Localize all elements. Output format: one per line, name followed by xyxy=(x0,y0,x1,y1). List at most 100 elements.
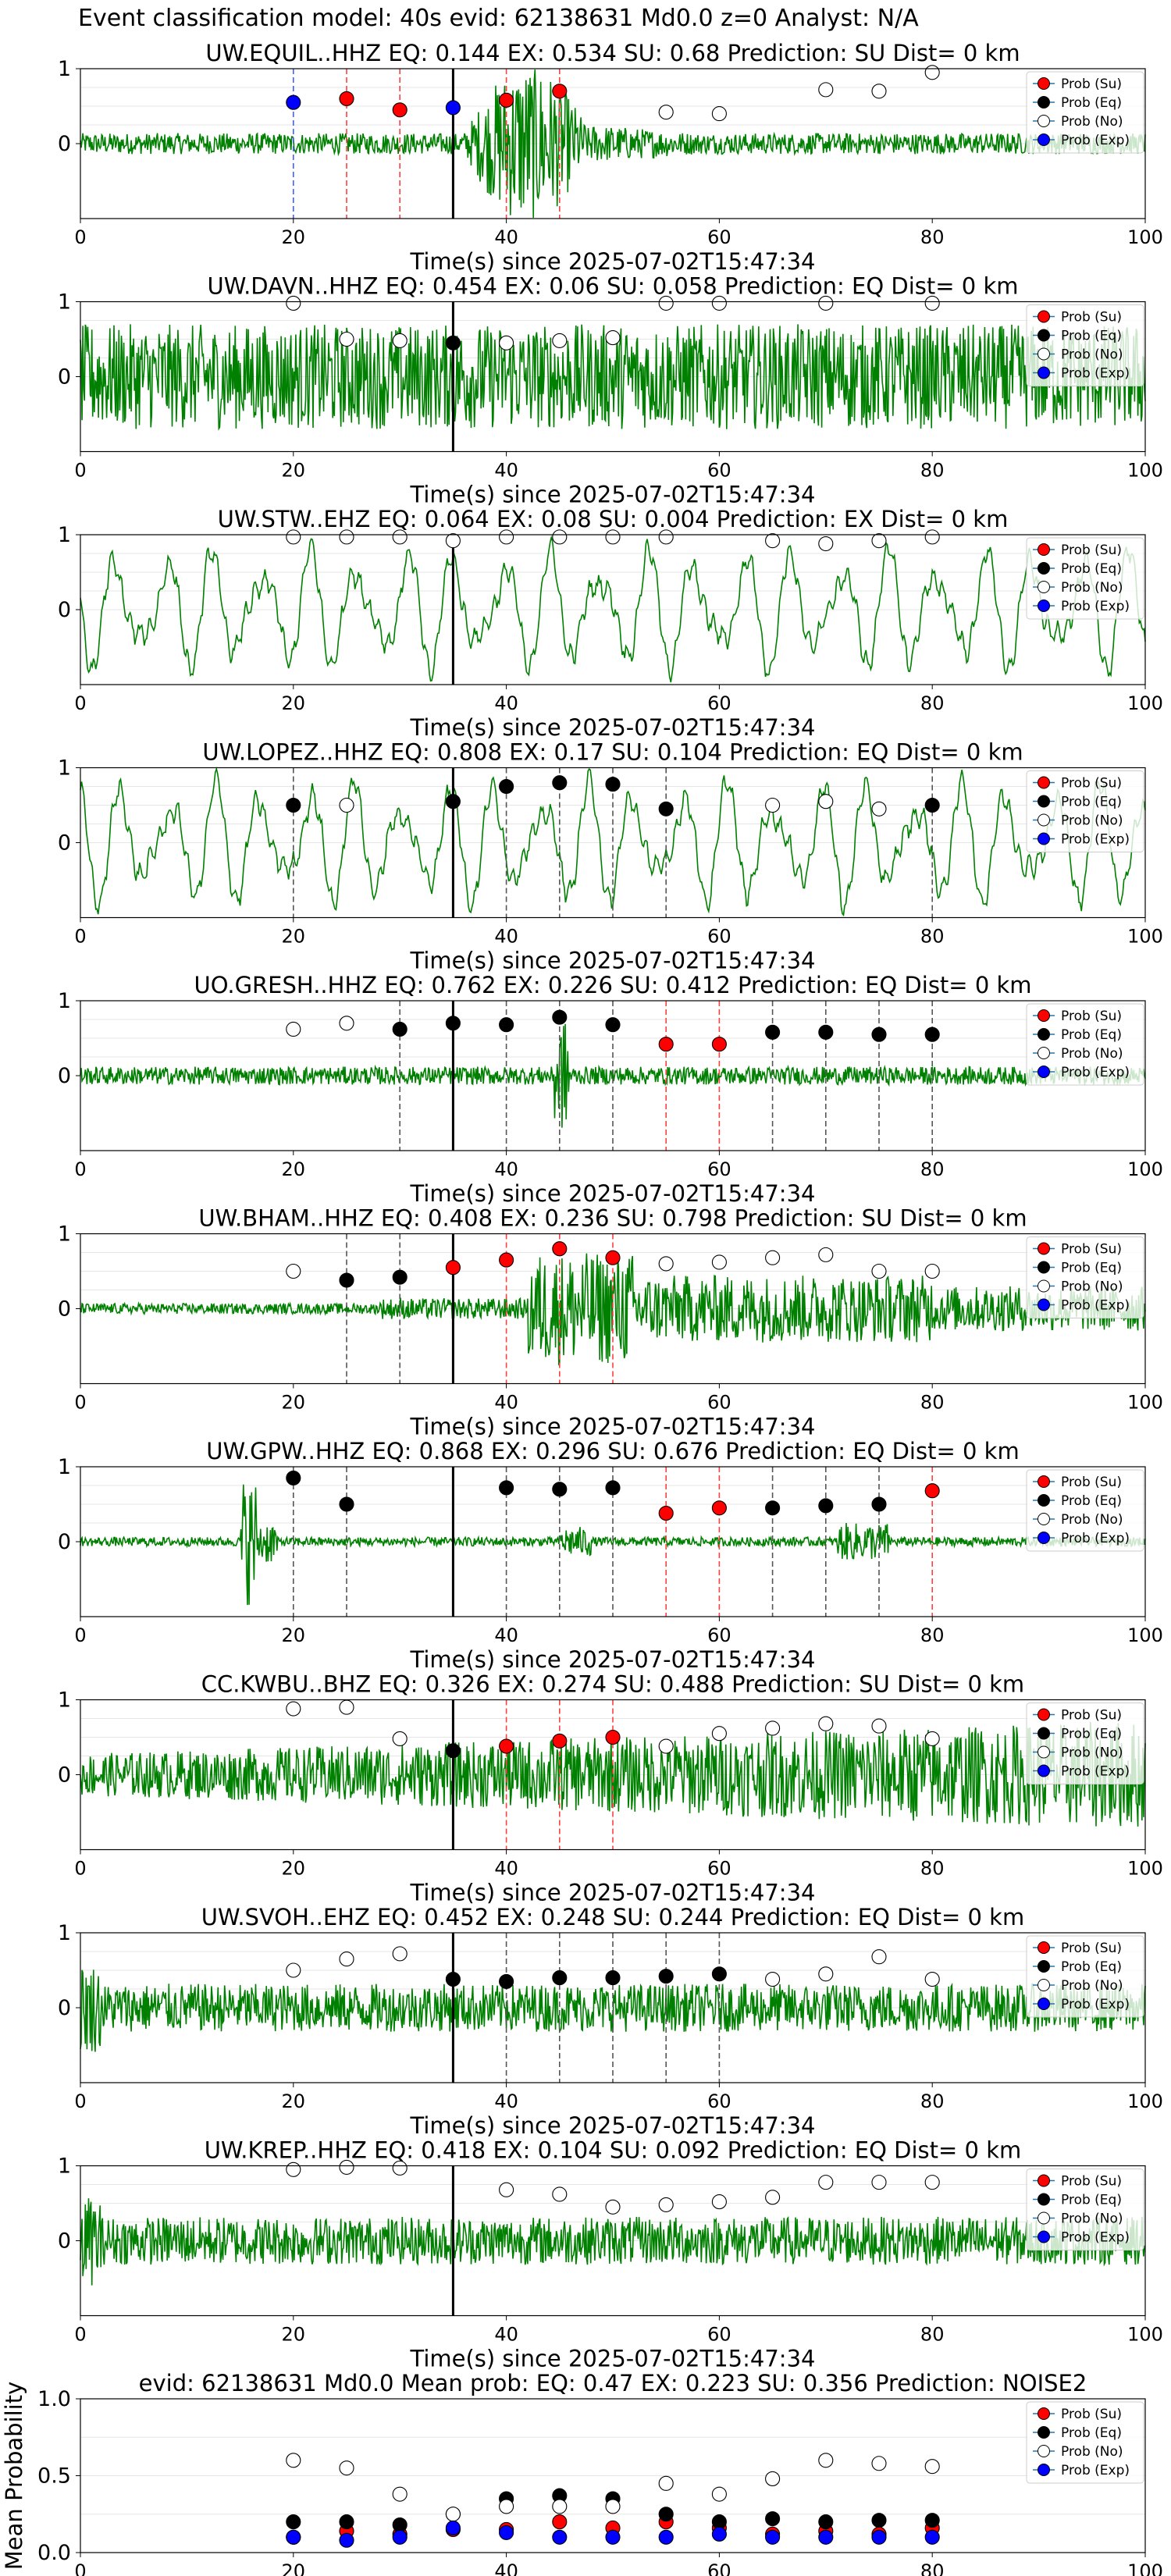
panel-title: UW.GPW..HHZ EQ: 0.868 EX: 0.296 SU: 0.67… xyxy=(206,1438,1019,1464)
x-tick-label: 0 xyxy=(74,926,86,948)
y-axis-label: Mean Probability xyxy=(1,2382,27,2571)
prob-point-eq xyxy=(445,794,461,809)
x-tick-label: 80 xyxy=(920,692,945,714)
prob-point-no xyxy=(765,1720,781,1736)
legend-label: Prob (Su) xyxy=(1061,310,1122,326)
legend-marker-su xyxy=(1038,1941,1050,1954)
legend-marker-exp xyxy=(1038,1998,1050,2010)
prob-point-no xyxy=(499,335,514,350)
mean-point-eq xyxy=(658,2507,674,2522)
x-tick-label: 0 xyxy=(74,1392,86,1414)
mean-point-exp xyxy=(499,2524,514,2540)
station-panel: UW.DAVN..HHZ EQ: 0.454 EX: 0.06 SU: 0.05… xyxy=(58,273,1163,508)
x-tick-label: 20 xyxy=(282,2560,306,2576)
prob-point-no xyxy=(286,1962,301,1978)
legend-marker-no xyxy=(1038,115,1050,127)
prob-point-eq xyxy=(818,1498,834,1514)
mean-point-no xyxy=(499,2499,514,2514)
prob-point-su xyxy=(392,102,408,118)
legend-marker-su xyxy=(1038,1009,1050,1022)
prob-point-no xyxy=(339,529,354,545)
prob-point-no xyxy=(339,1952,354,1967)
prob-point-su xyxy=(605,1250,621,1265)
station-panel: UW.BHAM..HHZ EQ: 0.408 EX: 0.236 SU: 0.7… xyxy=(58,1205,1163,1440)
legend-marker-exp xyxy=(1038,366,1050,379)
legend-marker-eq xyxy=(1038,2426,1050,2439)
mean-point-exp xyxy=(658,2529,674,2545)
mean-point-no xyxy=(658,2475,674,2491)
prob-point-eq xyxy=(445,1016,461,1031)
prob-point-no xyxy=(711,295,727,311)
prob-point-eq xyxy=(552,1970,568,1986)
legend-marker-su xyxy=(1038,543,1050,556)
prob-point-no xyxy=(924,1731,940,1746)
legend-box xyxy=(1026,71,1144,154)
prob-point-no xyxy=(765,1250,781,1265)
legend-marker-no xyxy=(1038,1979,1050,1991)
legend-label: Prob (Su) xyxy=(1061,1009,1122,1024)
legend-label: Prob (Eq) xyxy=(1061,795,1122,810)
x-tick-label: 40 xyxy=(494,1392,518,1414)
x-tick-label: 20 xyxy=(282,1158,306,1180)
legend-label: Prob (Exp) xyxy=(1061,1764,1130,1780)
legend-marker-exp xyxy=(1038,600,1050,612)
station-panel: UW.STW..EHZ EQ: 0.064 EX: 0.08 SU: 0.004… xyxy=(58,506,1163,741)
legend-marker-no xyxy=(1038,1279,1050,1293)
mean-point-exp xyxy=(286,2529,301,2545)
mean-point-exp xyxy=(871,2529,887,2545)
legend-marker-su xyxy=(1038,310,1050,323)
legend-label: Prob (Exp) xyxy=(1061,133,1130,148)
prob-point-no xyxy=(818,82,834,98)
legend-label: Prob (No) xyxy=(1061,2444,1123,2460)
legend-label: Prob (Su) xyxy=(1061,76,1122,92)
mean-point-no xyxy=(711,2486,727,2502)
prob-point-no xyxy=(339,331,354,347)
prob-point-exp xyxy=(445,100,461,116)
mean-point-no xyxy=(871,2456,887,2471)
prob-point-su xyxy=(552,84,568,99)
prob-point-no xyxy=(711,1254,727,1270)
prob-point-no xyxy=(445,533,461,549)
x-tick-label: 100 xyxy=(1127,2090,1163,2112)
y-tick-label: 0 xyxy=(58,2229,71,2254)
legend-box xyxy=(1026,1935,1144,2018)
y-tick-label: 0 xyxy=(58,1996,71,2020)
x-axis-label: Time(s) since 2025-07-02T15:47:34 xyxy=(410,1414,816,1440)
mean-point-exp xyxy=(445,2520,461,2536)
x-axis-label: Time(s) since 2025-07-02T15:47:34 xyxy=(410,1646,816,1673)
legend-marker-exp xyxy=(1038,1532,1050,1544)
x-axis-label: Time(s) since 2025-07-02T15:47:34 xyxy=(410,482,816,508)
x-tick-label: 80 xyxy=(920,460,945,482)
y-tick-label: 1 xyxy=(58,1688,71,1713)
y-tick-label: 1 xyxy=(58,1921,71,1945)
prob-point-no xyxy=(339,797,354,813)
x-tick-label: 20 xyxy=(282,1392,306,1414)
legend-marker-eq xyxy=(1038,2193,1050,2206)
legend-marker-su xyxy=(1038,776,1050,789)
y-tick-label: 0 xyxy=(58,831,71,856)
prob-point-eq xyxy=(499,1017,514,1033)
prob-point-no xyxy=(392,333,408,348)
legend-label: Prob (No) xyxy=(1061,580,1123,596)
prob-point-no xyxy=(765,533,781,549)
prob-point-no xyxy=(658,295,674,311)
prob-point-no xyxy=(392,1946,408,1962)
prob-point-eq xyxy=(499,1480,514,1496)
prob-point-no xyxy=(605,330,621,346)
prob-point-eq xyxy=(445,1743,461,1759)
prob-point-no xyxy=(924,529,940,545)
legend-label: Prob (Eq) xyxy=(1061,2193,1122,2208)
legend-marker-exp xyxy=(1038,1764,1050,1777)
legend-label: Prob (Su) xyxy=(1061,1475,1122,1490)
prob-point-su xyxy=(552,1241,568,1257)
prob-point-su xyxy=(605,1729,621,1745)
y-tick-label: 0.0 xyxy=(37,2541,71,2565)
legend-label: Prob (No) xyxy=(1061,1046,1123,1062)
waveform-trace xyxy=(80,324,1146,431)
mean-point-eq xyxy=(286,2514,301,2530)
y-tick-label: 1 xyxy=(58,2154,71,2179)
prob-point-eq xyxy=(871,1496,887,1512)
legend-label: Prob (Su) xyxy=(1061,1708,1122,1724)
x-tick-label: 0 xyxy=(74,692,86,714)
